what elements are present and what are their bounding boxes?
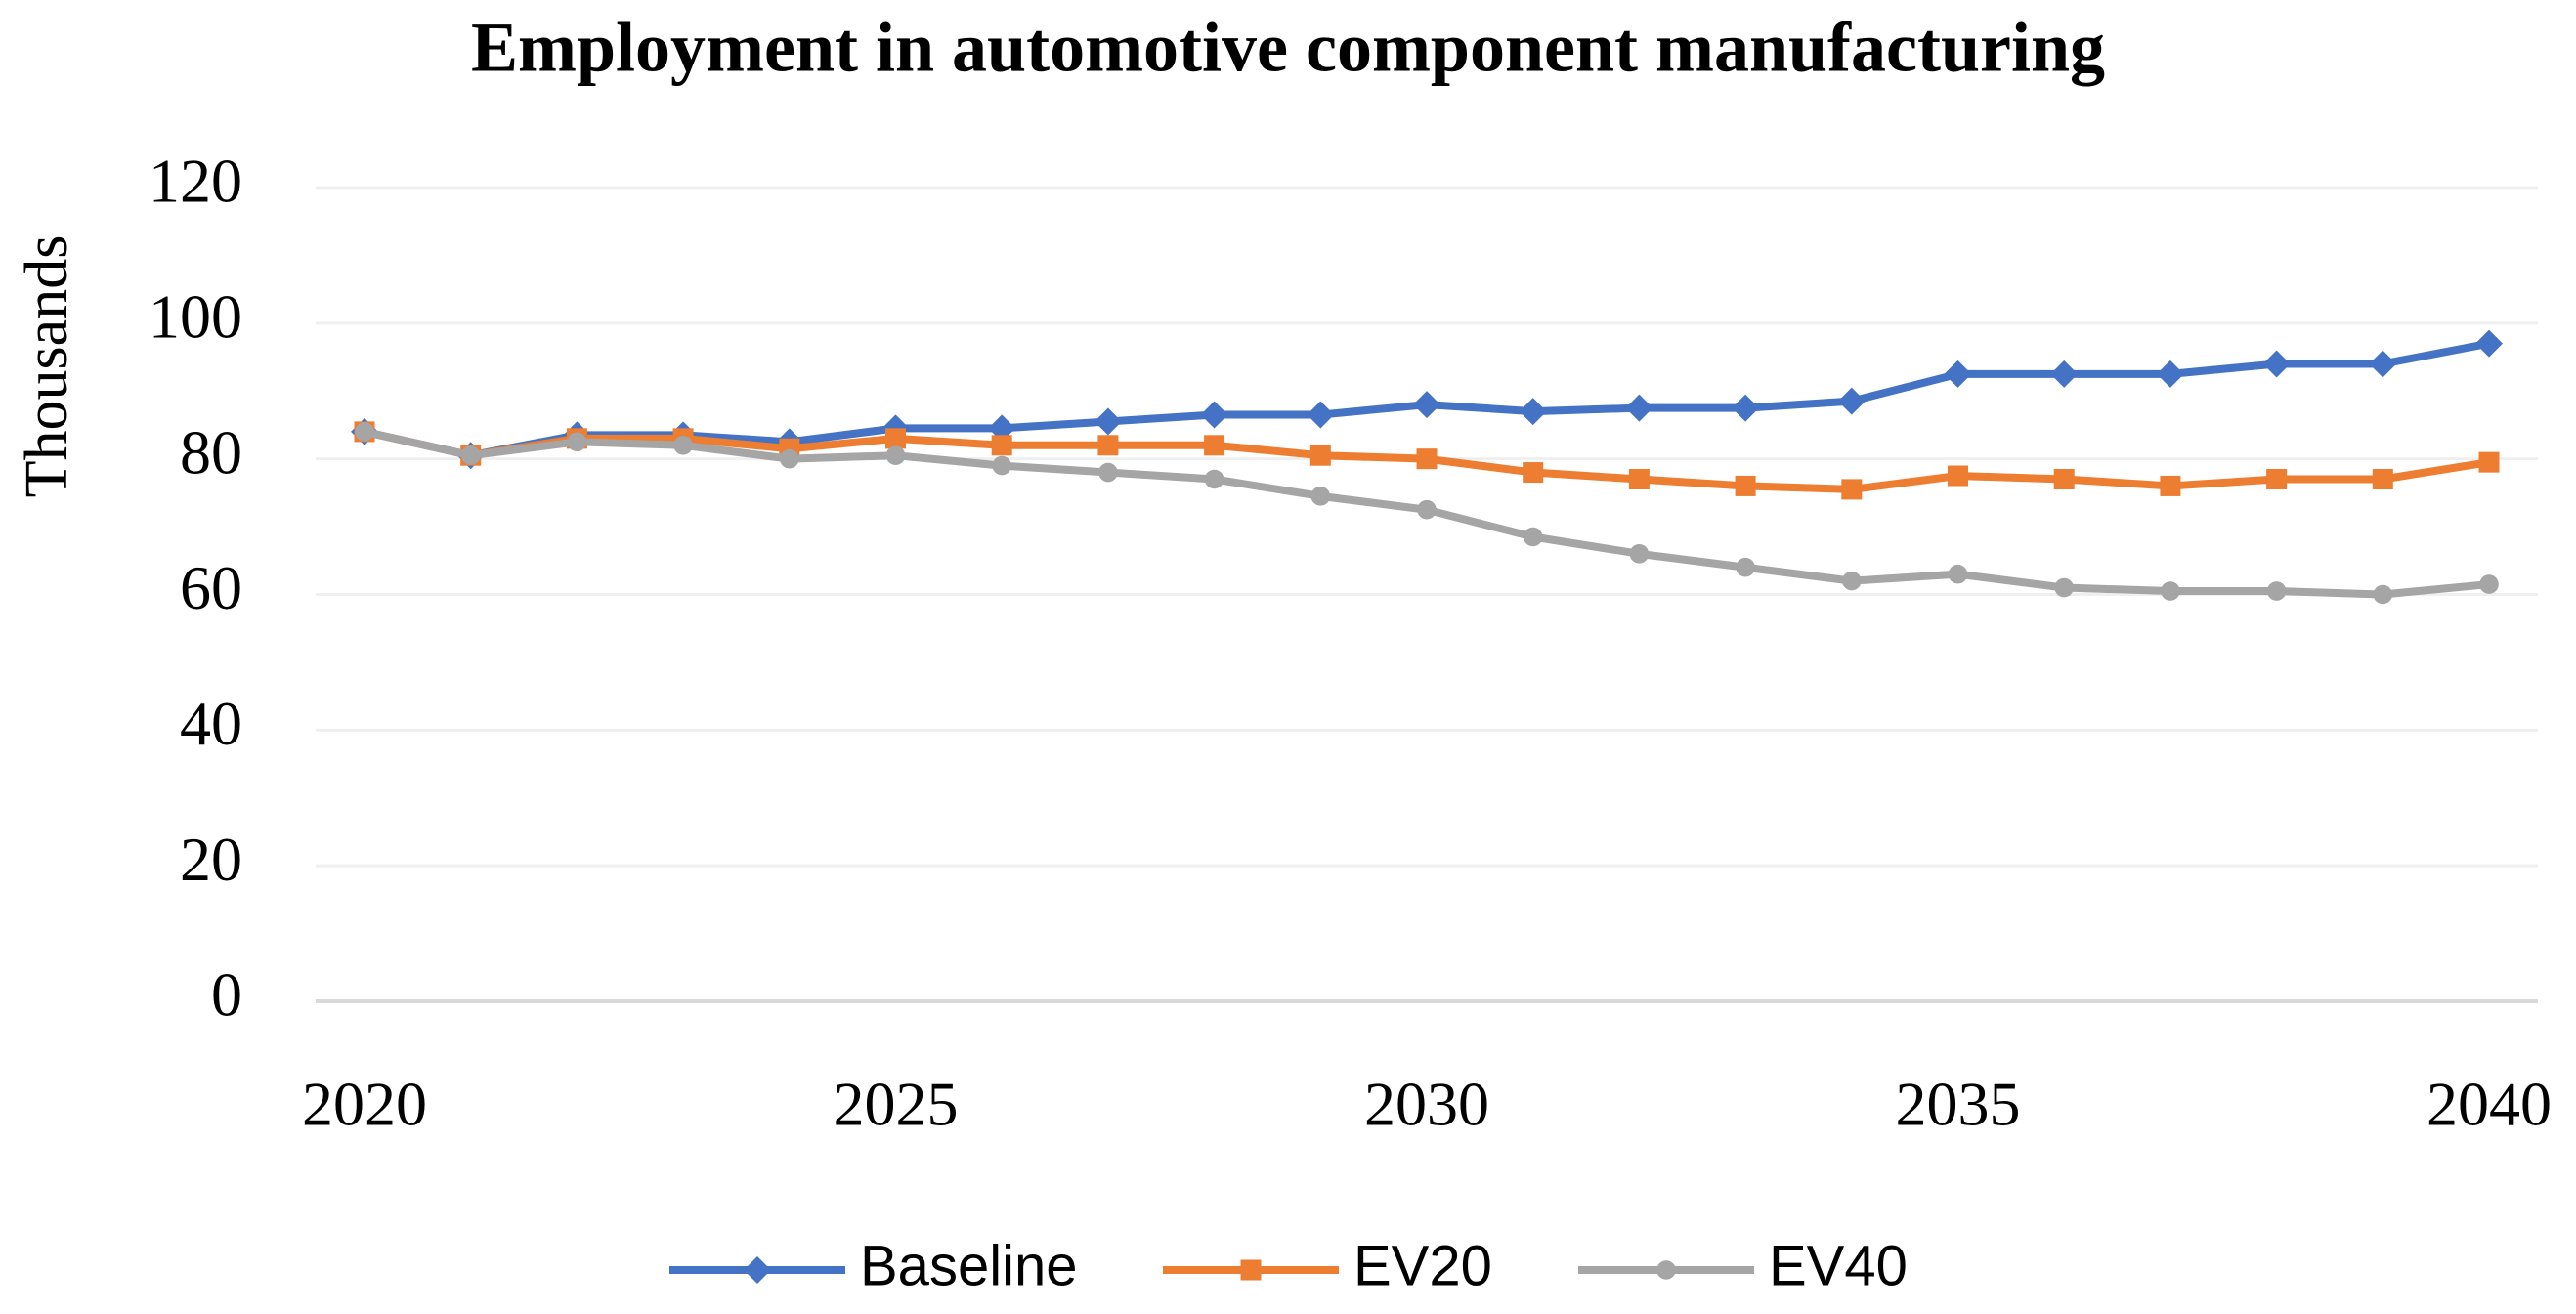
y-tick-label: 20 (180, 825, 242, 894)
x-tick-label: 2030 (1364, 1070, 1489, 1139)
y-tick-label: 120 (149, 147, 242, 216)
marker (1094, 407, 1122, 436)
marker (460, 445, 481, 465)
marker (1240, 1259, 1262, 1281)
marker (1519, 398, 1547, 426)
marker (673, 435, 693, 455)
marker (1307, 401, 1335, 429)
marker (1735, 475, 1756, 496)
marker (355, 422, 374, 442)
marker (1842, 571, 1862, 591)
marker (992, 455, 1011, 476)
marker (1628, 468, 1650, 489)
legend-label: EV40 (1769, 1234, 1908, 1297)
legend-label: Baseline (860, 1234, 1077, 1297)
chart-title: Employment in automotive component manuf… (471, 9, 2105, 87)
marker (1629, 544, 1650, 564)
y-axis-title: Thousands (14, 235, 80, 498)
y-tick-label: 100 (149, 282, 242, 352)
marker (991, 435, 1012, 456)
marker (1656, 1260, 1676, 1280)
marker (1310, 487, 1331, 506)
marker (2050, 360, 2079, 388)
x-tick-label: 2025 (834, 1070, 959, 1139)
marker (2156, 360, 2184, 388)
marker (2262, 350, 2291, 378)
marker (2266, 468, 2288, 489)
marker (2160, 475, 2181, 496)
y-tick-label: 40 (180, 689, 242, 758)
marker (1736, 557, 1755, 577)
marker (2478, 451, 2500, 473)
marker (780, 448, 799, 469)
marker (567, 432, 587, 452)
marker (1948, 465, 1968, 487)
marker (1841, 479, 1863, 500)
marker (1098, 462, 1118, 483)
marker (1417, 499, 1437, 520)
marker (2475, 329, 2503, 358)
marker (1944, 360, 1972, 388)
y-tick-label: 80 (180, 417, 242, 487)
x-tick-label: 2040 (2426, 1070, 2552, 1139)
marker (885, 445, 906, 465)
marker (1413, 391, 1440, 419)
marker (1200, 401, 1228, 429)
marker (2479, 574, 2499, 594)
marker (2266, 581, 2287, 601)
y-tick-label: 60 (180, 553, 242, 622)
marker (1416, 448, 1438, 470)
x-tick-label: 2035 (1896, 1070, 2021, 1139)
marker (1948, 564, 1968, 584)
marker (2373, 584, 2393, 605)
marker (1204, 435, 1225, 456)
marker (1097, 435, 1119, 456)
marker (2161, 581, 2180, 601)
legend-label: EV20 (1353, 1234, 1492, 1297)
marker (2369, 350, 2397, 378)
x-tick-label: 2020 (302, 1070, 427, 1139)
marker (1309, 445, 1331, 466)
marker (1837, 387, 1866, 415)
marker (2372, 468, 2393, 489)
marker (2054, 577, 2074, 598)
marker (1523, 462, 1544, 484)
marker (2053, 468, 2075, 489)
marker (885, 428, 906, 449)
marker (744, 1256, 771, 1284)
marker (1523, 527, 1543, 547)
y-tick-label: 0 (211, 960, 242, 1030)
marker (1625, 394, 1653, 422)
marker (1732, 394, 1760, 422)
marker (1204, 469, 1224, 489)
